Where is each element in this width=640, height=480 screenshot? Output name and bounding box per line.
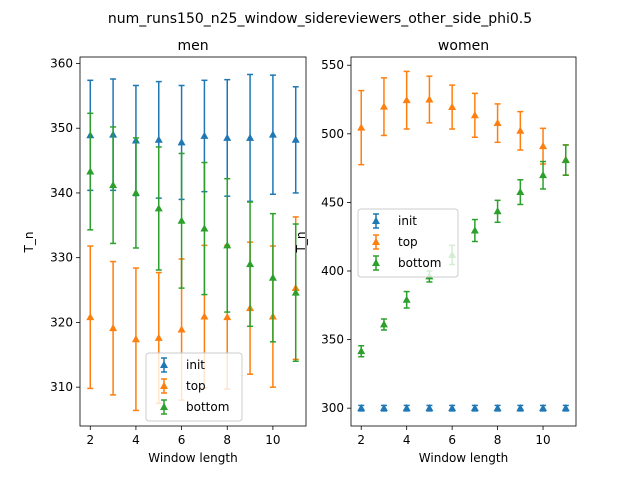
legend-label: init [186,358,205,372]
legend-label: top [398,235,418,249]
x-tick-label: 6 [448,433,456,447]
y-axis-label: T_n [22,232,36,254]
y-tick-label: 310 [50,380,73,394]
x-tick-label: 6 [178,433,186,447]
x-axis-label: Window length [419,451,508,465]
y-tick-label: 350 [50,121,73,135]
x-tick-label: 2 [86,433,94,447]
x-tick-label: 8 [494,433,502,447]
y-tick-label: 350 [321,333,344,347]
y-tick-label: 400 [321,264,344,278]
chart-title: women [438,38,489,54]
x-tick-label: 10 [265,433,280,447]
legend-label: bottom [398,256,441,270]
legend-label: init [398,214,417,228]
y-tick-label: 360 [50,56,73,70]
legend-label: top [186,379,206,393]
x-tick-label: 8 [223,433,231,447]
x-tick-label: 4 [132,433,140,447]
x-axis-label: Window length [148,451,237,465]
legend: init top bottom [358,209,458,277]
y-tick-label: 300 [321,401,344,415]
y-tick-label: 340 [50,186,73,200]
y-tick-label: 450 [321,195,344,209]
x-tick-label: 2 [357,433,365,447]
y-axis-label: T_n [294,232,308,254]
y-tick-label: 330 [50,251,73,265]
figure-suptitle: num_runs150_n25_window_sidereviewers_oth… [108,11,532,27]
legend: init top bottom [146,353,242,421]
y-tick-label: 320 [50,315,73,329]
chart-title: men [177,38,208,54]
x-tick-label: 10 [535,433,550,447]
y-tick-label: 550 [321,58,344,72]
x-tick-label: 4 [403,433,411,447]
y-tick-label: 500 [321,127,344,141]
legend-label: bottom [186,400,229,414]
